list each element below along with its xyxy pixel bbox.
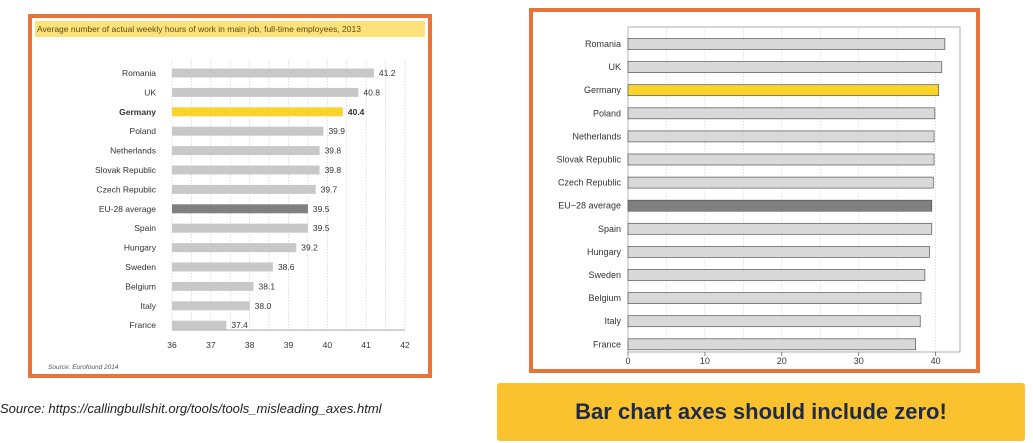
bar-belgium	[172, 281, 254, 291]
value-label: 39.5	[313, 223, 330, 233]
category-label: Belgium	[588, 293, 621, 303]
bar-italy	[172, 301, 250, 311]
category-label: Italy	[140, 301, 156, 311]
x-tick-label: 39	[284, 340, 294, 350]
x-tick-label: 42	[400, 340, 410, 350]
category-label: Poland	[593, 108, 621, 118]
category-label: Italy	[604, 316, 621, 326]
category-label: Netherlands	[572, 131, 621, 141]
category-label: EU-28 average	[99, 204, 156, 214]
x-tick-label: 40	[323, 340, 333, 350]
bar-uk	[172, 87, 359, 97]
category-label: UK	[608, 62, 621, 72]
category-label: Czech Republic	[558, 178, 622, 188]
value-label: 39.8	[325, 165, 342, 175]
plot-frame	[627, 26, 961, 353]
bar-czech-republic	[627, 176, 934, 189]
category-label: Germany	[119, 107, 156, 117]
category-label: Hungary	[587, 247, 622, 257]
value-label: 41.2	[379, 68, 396, 78]
bar-spain	[627, 222, 933, 235]
bar-netherlands	[172, 146, 320, 156]
category-label: Slovak Republic	[556, 155, 621, 165]
takeaway-banner: Bar chart axes should include zero!	[497, 383, 1025, 441]
x-tick-label: 36	[167, 340, 177, 350]
bar-belgium	[627, 292, 922, 304]
category-label: Netherlands	[110, 146, 156, 156]
category-label: EU−28 average	[558, 201, 621, 211]
value-label: 40.4	[348, 107, 365, 117]
bar-slovak-republic	[172, 165, 320, 175]
category-label: UK	[144, 87, 156, 97]
left-chart-panel: Average number of actual weekly hours of…	[28, 14, 432, 378]
bar-poland	[627, 107, 936, 120]
left-bar-chart: 36 37 38 39 40 41 42 Romania 41.2 UK 40.8 Germany 40…	[95, 60, 410, 350]
bar-germany	[627, 84, 940, 97]
category-label: Spain	[598, 224, 621, 234]
bar-netherlands	[627, 130, 935, 143]
value-label: 39.8	[325, 146, 342, 156]
category-label: Romania	[585, 39, 621, 49]
value-label: 38.0	[255, 301, 272, 311]
category-label: Germany	[584, 85, 622, 95]
category-label: Sweden	[125, 262, 156, 272]
x-tick-label: 38	[245, 340, 255, 350]
bar-poland	[172, 126, 324, 136]
category-label: Hungary	[124, 243, 157, 253]
category-label: Romania	[122, 68, 156, 78]
right-bar-chart: 0 10 20 30 40 Romania UK Germany Poland Netherlan…	[556, 26, 961, 366]
bar-hungary	[627, 246, 930, 258]
bar-romania	[627, 38, 946, 50]
category-label: Slovak Republic	[95, 165, 157, 175]
right-chart-panel: 0 10 20 30 40 Romania UK Germany Poland Netherlan…	[529, 8, 980, 373]
category-label: France	[130, 320, 157, 330]
value-label: 38.1	[259, 281, 276, 291]
category-label: Belgium	[125, 281, 156, 291]
category-label: Sweden	[588, 270, 621, 280]
bar-italy	[627, 315, 921, 328]
x-tick-label: 20	[777, 356, 787, 366]
category-label: France	[593, 339, 621, 349]
bar-slovak-republic	[627, 153, 935, 166]
bar-romania	[172, 68, 374, 78]
left-chart-title: Average number of actual weekly hours of…	[35, 21, 425, 37]
bar-germany	[172, 107, 343, 117]
bar-eu-28-average	[172, 204, 308, 214]
value-label: 39.9	[328, 126, 345, 136]
value-label: 40.8	[363, 87, 380, 97]
bar-sweden	[627, 269, 926, 281]
category-label: Poland	[130, 126, 157, 136]
value-label: 39.5	[313, 204, 330, 214]
x-tick-label: 10	[700, 356, 710, 366]
bar-czech-republic	[172, 184, 316, 194]
x-tick-label: 40	[931, 356, 941, 366]
x-tick-label: 37	[206, 340, 216, 350]
bar-spain	[172, 223, 308, 233]
bar-france	[627, 338, 916, 351]
value-label: 39.2	[301, 243, 318, 253]
left-chart-source: Source: Eurofound 2014	[48, 364, 119, 371]
category-label: Spain	[134, 223, 156, 233]
takeaway-text: Bar chart axes should include zero!	[575, 399, 947, 424]
source-caption: Source: https://callingbullshit.org/tool…	[0, 401, 382, 416]
value-label: 39.7	[321, 184, 338, 194]
x-tick-label: 0	[625, 356, 630, 366]
x-tick-label: 41	[361, 340, 371, 350]
value-label: 37.4	[231, 320, 248, 330]
bar-eu-28-average	[627, 199, 933, 212]
value-label: 38.6	[278, 262, 295, 272]
bar-uk	[627, 61, 943, 73]
bar-hungary	[172, 243, 297, 253]
bar-sweden	[172, 262, 273, 272]
category-label: Czech Republic	[96, 184, 156, 194]
bar-france	[172, 320, 227, 330]
x-tick-label: 30	[854, 356, 864, 366]
